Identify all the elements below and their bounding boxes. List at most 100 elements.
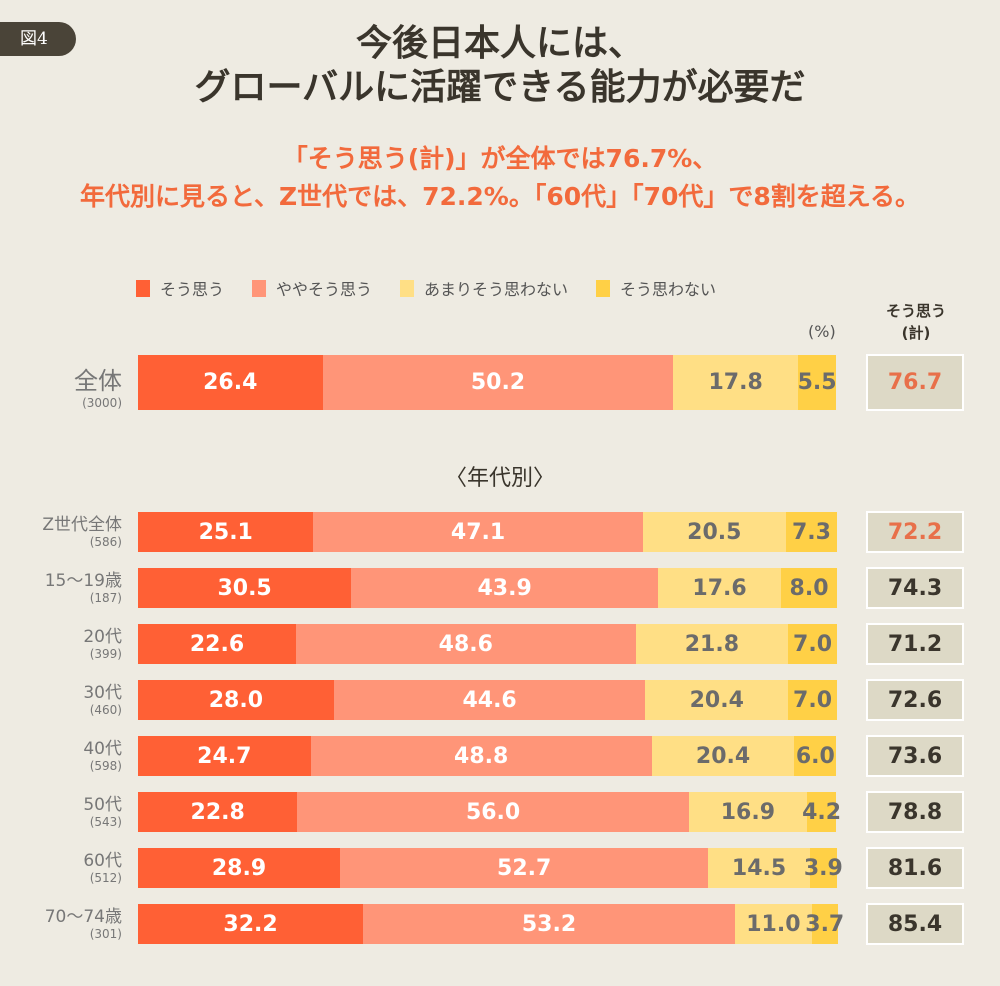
- bar-segment: 17.6: [658, 568, 782, 608]
- bar-segment: 14.5: [708, 848, 810, 888]
- figure-label: 図4: [0, 22, 76, 56]
- bar-segment: 24.7: [138, 736, 311, 776]
- bar-segment: 50.2: [322, 355, 674, 410]
- bar-segment: 53.2: [363, 904, 735, 944]
- bar-segment: 30.5: [138, 568, 352, 608]
- bar-segment: 25.1: [138, 512, 314, 552]
- bar-segment: 7.0: [788, 680, 837, 720]
- data-label: 56.0: [465, 799, 521, 825]
- row-label: 全体 (3000): [74, 361, 122, 410]
- data-label: 24.7: [197, 743, 252, 769]
- bar-segment: 22.8: [138, 792, 298, 832]
- row-label-text: 30代: [83, 683, 122, 703]
- total-value: 76.7: [866, 354, 964, 411]
- total-value: 73.6: [866, 735, 964, 777]
- legend-swatch: [400, 279, 415, 297]
- bar-segment: 3.7: [805, 904, 844, 944]
- data-label: 44.6: [462, 687, 517, 713]
- title-line-2: グローバルに活躍できる能力が必要だ: [194, 67, 806, 108]
- row-label-text: 60代: [83, 851, 122, 871]
- legend-label: そう思わない: [620, 280, 717, 299]
- row-sample-size: (399): [89, 647, 122, 661]
- section-label: 〈年代別〉: [444, 466, 555, 491]
- data-label: 22.6: [189, 631, 245, 657]
- row-label-text: 15〜19歳: [44, 571, 122, 591]
- row-label: 15〜19歳 (187): [45, 566, 122, 605]
- data-label: 4.2: [802, 799, 842, 825]
- data-label: 16.9: [720, 799, 775, 825]
- bar-segment: 11.0: [734, 904, 812, 944]
- bar-segment: 7.3: [785, 512, 837, 552]
- subtitle-line-2: 年代別に見ると、Z世代では、72.2%。「60代」「70代」で8割を超える。: [79, 182, 921, 211]
- total-value: 81.6: [866, 847, 964, 889]
- legend: そう思う ややそう思う あまりそう思わない そう思わない: [136, 276, 716, 300]
- data-label: 26.4: [203, 370, 258, 395]
- bar-segment: 17.8: [673, 355, 798, 410]
- data-label: 28.0: [208, 687, 263, 713]
- data-label: 32.2: [223, 911, 278, 937]
- total-header-line-2: (計): [901, 324, 931, 342]
- data-label: 14.5: [731, 855, 787, 881]
- bar-segment: 21.8: [635, 624, 789, 664]
- row-label-text: 全体: [74, 367, 122, 395]
- row-label-text: 40代: [83, 739, 122, 759]
- data-label: 48.8: [454, 743, 509, 769]
- row-label-text: Z世代全体: [42, 515, 122, 535]
- data-label: 28.9: [211, 855, 267, 881]
- total-value: 85.4: [866, 903, 964, 945]
- row-sample-size: (3000): [82, 396, 122, 410]
- bar-segment: 20.4: [645, 680, 789, 720]
- row-sample-size: (301): [89, 927, 122, 941]
- data-label: 11.0: [746, 911, 801, 937]
- row-label-text: 70〜74歳: [44, 907, 122, 927]
- data-label: 52.7: [497, 855, 552, 881]
- data-label: 47.1: [450, 519, 506, 545]
- row-label: Z世代全体 (586): [42, 510, 122, 549]
- row-sample-size: (187): [89, 591, 122, 605]
- row-label: 50代 (543): [83, 790, 122, 829]
- data-label: 8.0: [789, 575, 829, 601]
- title-line-1: 今後日本人には、: [355, 23, 644, 64]
- bar-segment: 43.9: [351, 568, 659, 608]
- data-label: 20.4: [695, 743, 751, 769]
- bar-segment: 20.5: [642, 512, 786, 552]
- bar-segment: 32.2: [138, 904, 364, 944]
- bar-segment: 47.1: [313, 512, 643, 552]
- bar-segment: 3.9: [804, 848, 843, 888]
- total-value: 78.8: [866, 791, 964, 833]
- row-sample-size: (512): [89, 871, 122, 885]
- row-label: 30代 (460): [83, 678, 122, 717]
- data-label: 3.7: [805, 911, 845, 937]
- data-label: 3.9: [803, 855, 843, 881]
- bar-segment: 7.0: [788, 624, 837, 664]
- data-label: 7.0: [793, 687, 833, 713]
- data-label: 7.0: [793, 631, 833, 657]
- data-label: 22.8: [190, 799, 245, 825]
- row-label-text: 50代: [83, 795, 122, 815]
- row-label-text: 20代: [83, 627, 122, 647]
- bar-segment: 48.6: [295, 624, 636, 664]
- data-label: 17.6: [692, 575, 747, 601]
- legend-swatch: [252, 279, 267, 297]
- row-sample-size: (598): [89, 759, 122, 773]
- legend-item: そう思う: [136, 276, 224, 300]
- data-label: 17.8: [708, 370, 763, 395]
- data-label: 43.9: [477, 575, 532, 601]
- bar-segment: 52.7: [340, 848, 709, 888]
- bar-segment: 8.0: [781, 568, 837, 608]
- row-label: 60代 (512): [83, 846, 122, 885]
- legend-item: あまりそう思わない: [400, 276, 568, 300]
- legend-item: そう思わない: [596, 276, 716, 300]
- bar-segment: 56.0: [297, 792, 689, 832]
- bar-segment: 16.9: [688, 792, 807, 832]
- legend-item: ややそう思う: [252, 276, 372, 300]
- data-label: 20.5: [687, 519, 742, 545]
- row-label: 40代 (598): [83, 734, 122, 773]
- data-label: 53.2: [521, 911, 577, 937]
- bar-segment: 20.4: [651, 736, 795, 776]
- unit-label: (%): [808, 322, 836, 341]
- total-value: 71.2: [866, 623, 964, 665]
- data-label: 7.3: [791, 519, 831, 545]
- total-header: そう思う (計): [866, 300, 966, 344]
